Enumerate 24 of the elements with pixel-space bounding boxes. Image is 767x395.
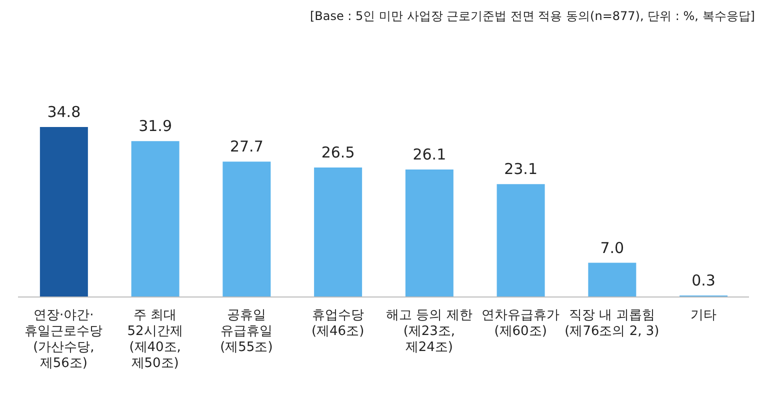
x-tick-label: 연차유급휴가 (제60조) <box>482 308 560 339</box>
bar <box>405 170 454 297</box>
data-label: 26.1 <box>412 146 446 164</box>
data-label: 23.1 <box>504 160 538 178</box>
bar <box>588 262 636 297</box>
bar <box>314 168 362 297</box>
x-tick-label: 연장·야간· 휴일근로수당 (가산수당, 제56조) <box>24 308 103 371</box>
data-label: 27.7 <box>230 138 264 156</box>
bar <box>222 162 271 297</box>
data-label: 34.8 <box>47 103 81 121</box>
data-label: 0.3 <box>692 272 716 290</box>
bar <box>131 141 180 297</box>
bar <box>496 184 545 297</box>
data-label: 26.5 <box>321 144 355 162</box>
x-tick-label: 기타 <box>690 308 716 323</box>
text: [Base : 5인 미만 사업장 근로기준법 전면 적용 동의(n=877), 단위 : %, 복수응답] <box>310 9 755 23</box>
x-tick-label: 해고 등의 제한 (제23조, 제24조) <box>386 308 472 355</box>
x-tick-label: 공휴일 유급휴일 (제55조) <box>220 308 273 355</box>
x-tick-label: 휴업수당 (제46조) <box>311 308 364 339</box>
bar <box>40 127 88 297</box>
data-label: 7.0 <box>600 238 624 257</box>
data-label: 31.9 <box>138 117 172 136</box>
x-tick-label: 주 최대 52시간제 (제40조, 제50조) <box>127 308 183 371</box>
x-tick-label: 직장 내 괴롭힘 (제76조의 2, 3) <box>564 308 660 339</box>
